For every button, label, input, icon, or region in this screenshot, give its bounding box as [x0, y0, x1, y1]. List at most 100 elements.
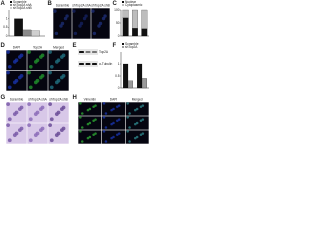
cell: [94, 132, 97, 135]
cell: [92, 31, 97, 36]
cell: [116, 119, 119, 123]
bar: [122, 9, 129, 18]
bar: [14, 18, 23, 37]
bar: [22, 29, 32, 37]
cell: [79, 130, 82, 133]
cell: [135, 121, 139, 125]
cell: [91, 9, 95, 13]
cell: [40, 126, 45, 131]
legend-label: Nuclear: [125, 0, 137, 4]
legend-swatch: [122, 43, 124, 45]
cell: [7, 117, 12, 122]
cell: [56, 131, 61, 136]
cell: [49, 64, 54, 69]
cell: [84, 14, 88, 18]
blot-band: [79, 63, 84, 65]
cell: [40, 53, 45, 58]
legend-swatch: [10, 1, 12, 3]
panel-letter: F: [113, 43, 117, 49]
bar: [141, 78, 148, 89]
legend-swatch: [122, 4, 124, 6]
column-label: Merged: [132, 97, 143, 101]
cell: [78, 24, 82, 28]
cell: [6, 50, 10, 54]
cell: [88, 135, 92, 139]
cell: [48, 123, 52, 127]
column-label: Scramble: [56, 3, 70, 7]
cell: [112, 121, 115, 125]
blot-label: α-Tubulin: [99, 62, 112, 66]
cell: [139, 119, 143, 123]
legend-label: shTop2A: [125, 45, 138, 49]
cell: [112, 107, 115, 111]
legend-swatch: [122, 46, 124, 48]
cell: [126, 116, 129, 119]
y-tick-label: 1: [6, 17, 8, 21]
cell: [7, 85, 12, 90]
bar: [31, 30, 40, 37]
cell: [27, 102, 31, 106]
cell: [126, 130, 129, 133]
cell: [92, 105, 95, 109]
cell: [60, 21, 65, 26]
y-tick-label: 50: [116, 21, 120, 25]
bar: [132, 9, 138, 29]
cell: [35, 58, 40, 63]
cell: [117, 118, 121, 121]
cell: [14, 58, 19, 63]
column-label: DAPI: [13, 45, 21, 49]
column-label: Merged: [53, 45, 64, 49]
cell: [27, 70, 31, 75]
cell: [19, 73, 24, 78]
cell: [6, 70, 10, 75]
cell: [94, 104, 97, 107]
cell: [134, 122, 137, 126]
column-label: shTop2A shB: [49, 97, 68, 101]
panel-letter: G: [1, 95, 6, 101]
cell: [6, 123, 10, 127]
bar: [122, 17, 129, 37]
cell: [14, 78, 19, 83]
panel-letter: C: [113, 1, 118, 7]
cell: [139, 133, 143, 137]
cell: [116, 133, 119, 137]
bar: [122, 63, 129, 89]
cell: [56, 110, 61, 115]
cell: [35, 110, 40, 115]
cell: [48, 50, 52, 54]
cell: [7, 64, 12, 69]
cell: [59, 24, 63, 28]
cell: [72, 9, 76, 13]
cell: [54, 31, 59, 36]
cell: [104, 140, 108, 143]
bar: [132, 28, 138, 37]
cell: [102, 130, 106, 133]
legend-swatch: [122, 1, 124, 3]
y-tick-label: 0: [118, 34, 120, 38]
cell: [102, 116, 106, 119]
cell: [61, 53, 66, 58]
cell: [6, 102, 10, 106]
legend-label: Scramble: [13, 0, 27, 4]
cell: [134, 136, 137, 140]
column-label: Top2A: [33, 45, 43, 49]
legend-label: shTop2A shB: [13, 6, 32, 10]
cell: [86, 122, 90, 126]
cell: [92, 133, 95, 137]
cell: [27, 123, 31, 127]
cell: [134, 108, 137, 112]
panel-letter: E: [73, 43, 77, 49]
cell: [141, 104, 145, 107]
cell: [48, 70, 52, 75]
cell: [19, 53, 24, 58]
cell: [28, 117, 33, 122]
cell: [97, 24, 101, 28]
cell: [116, 105, 119, 109]
legend-label: Cytoplasmic: [125, 3, 143, 7]
cell: [135, 107, 139, 111]
y-tick-label: 1: [118, 62, 120, 66]
cell: [27, 50, 31, 54]
cell: [88, 107, 92, 111]
cell: [81, 126, 84, 129]
cell: [61, 126, 66, 131]
